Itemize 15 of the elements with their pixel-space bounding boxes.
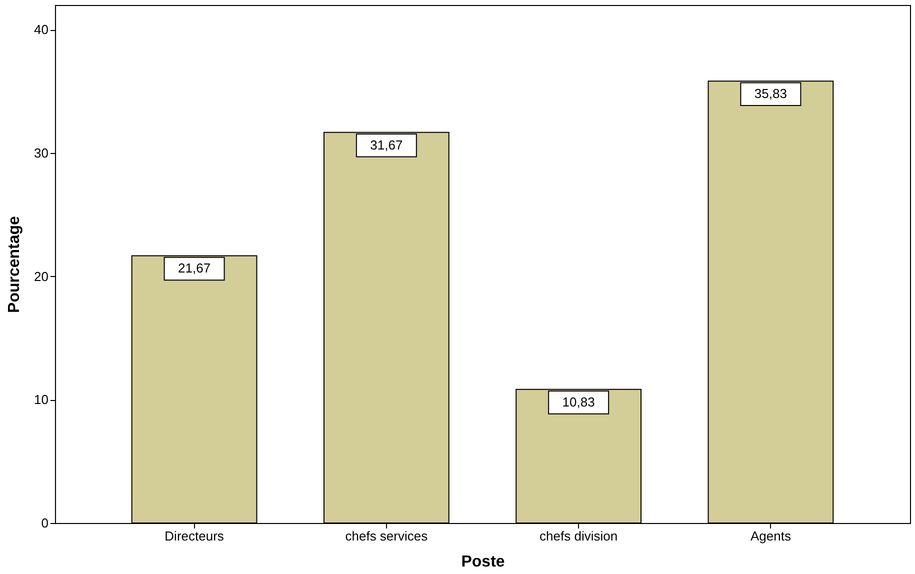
x-axis-title: Poste <box>461 554 505 570</box>
y-axis-title: Pourcentage <box>6 216 24 313</box>
data-label: 35,83 <box>754 86 787 102</box>
y-tick-label: 20 <box>34 268 48 284</box>
y-tick-label: 40 <box>34 22 48 38</box>
data-label: 31,67 <box>370 137 403 152</box>
x-tick-label: chefs services <box>345 528 428 544</box>
x-tick-label: chefs division <box>540 528 618 544</box>
x-tick-label: Agents <box>750 528 792 544</box>
x-tick-label: Directeurs <box>164 528 224 544</box>
y-tick-label: 0 <box>41 516 48 530</box>
y-tick-label: 10 <box>34 392 48 408</box>
data-label: 10,83 <box>562 394 595 410</box>
y-tick-label: 30 <box>34 146 48 160</box>
data-label: 21,67 <box>178 260 211 276</box>
